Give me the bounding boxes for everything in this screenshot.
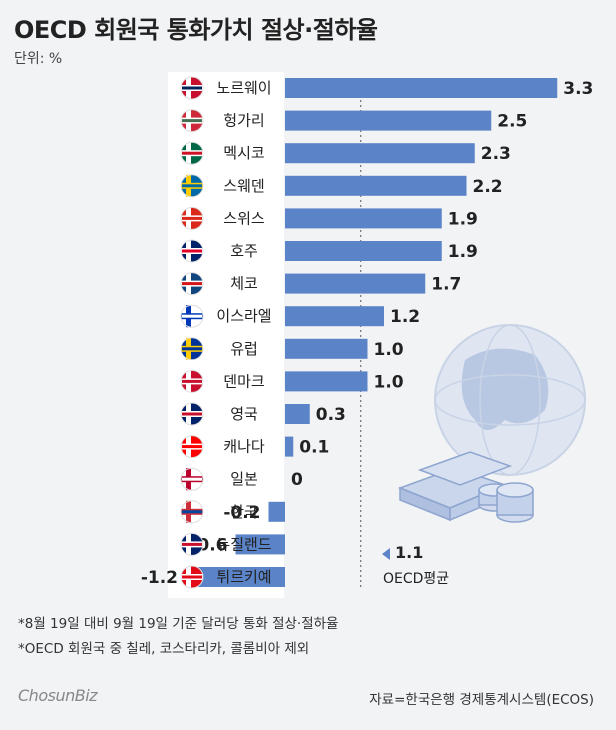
value-label-2: 2.5 [497,112,527,132]
bar-6 [285,241,442,261]
uk-flag-icon [180,402,204,426]
stacked-coins-and-bills-icon [397,451,534,523]
globe-icon [434,324,586,476]
chart-title: OECD 회원국 통화가치 절상·절하율 [14,16,378,44]
new-zealand-flag-icon [180,532,204,556]
footnote-2: *OECD 회원국 중 칠레, 코스타리카, 콜롬비아 제외 [18,641,310,657]
mexico-flag-icon [180,141,204,165]
category-label-15: 뉴질랜드 [216,535,271,553]
turkey-flag-icon [180,565,204,589]
unit-label: 단위: % [14,51,63,67]
bar-5 [285,208,442,229]
switzerland-flag-icon [180,206,204,230]
value-label-7: 1.7 [431,275,461,295]
category-label-5: 스위스 [223,209,265,227]
publisher-logo: ChosunBiz [18,686,98,705]
category-label-10: 덴마크 [223,372,264,390]
bar-12 [285,436,294,457]
japan-flag-icon [180,467,204,491]
category-label-12: 캐나다 [223,438,265,456]
category-label-6: 호주 [230,242,258,260]
category-label-9: 유럽 [230,340,258,358]
value-label-4: 2.2 [473,177,503,197]
norway-flag-icon [180,76,204,100]
bar-9 [285,338,368,359]
hungary-flag-icon [180,109,204,133]
value-label-8: 1.2 [390,307,420,327]
value-label-14: -0.2 [223,503,260,523]
value-label-11: 0.3 [316,405,346,425]
bar-1 [285,78,558,98]
value-label-10: 1.0 [374,372,404,392]
bar-10 [285,371,368,392]
bar-15 [235,534,285,555]
value-label-3: 2.3 [481,144,511,164]
bar-4 [285,175,467,196]
eu-flag-icon [180,337,204,361]
category-label-4: 스웨덴 [223,177,264,195]
oecd-average-marker-icon [382,548,390,560]
globe-and-money-illustration [397,324,586,523]
bar-3 [285,143,475,164]
value-label-16: -1.2 [141,568,178,588]
category-label-3: 멕시코 [223,144,264,162]
bar-16 [186,567,285,587]
category-label-8: 이스라엘 [216,307,271,325]
category-label-11: 영국 [230,405,258,423]
value-label-12: 0.1 [299,438,329,458]
value-label-6: 1.9 [448,242,478,262]
category-label-1: 노르웨이 [216,79,271,97]
australia-flag-icon [180,239,204,263]
czech-flag-icon [180,272,204,296]
bar-7 [285,273,426,294]
category-label-14: 한국 [230,503,258,521]
value-label-13: 0 [291,470,303,490]
canada-flag-icon [180,435,204,459]
bar-11 [285,404,310,424]
value-label-1: 3.3 [563,79,593,99]
category-label-16: 튀르키예 [216,568,271,586]
oecd-average-label: OECD평균 [383,571,450,587]
value-label-5: 1.9 [448,209,478,229]
bar-8 [285,306,384,327]
category-label-2: 헝가리 [223,112,264,130]
israel-flag-icon [180,304,204,328]
denmark-flag-icon [180,369,204,393]
sweden-flag-icon [180,174,204,198]
bar-14 [268,501,285,522]
category-label-13: 일본 [230,470,258,488]
oecd-average-value: 1.1 [395,543,424,562]
footnote-1: *8월 19일 대비 9월 19일 기준 달러당 통화 절상·절하율 [18,616,339,632]
bar-chart: 3.3 노르웨이 2.5 헝가리 2.3 멕시코 2.2 스웨덴 1.9 스위스 1.9 호주 1.7 체… [141,72,593,598]
category-label-7: 체코 [230,275,258,293]
value-label-9: 1.0 [374,340,404,360]
source-text: 자료=한국은행 경제통계시스템(ECOS) [369,692,594,708]
korea-flag-icon [180,500,204,524]
bar-2 [285,110,492,131]
